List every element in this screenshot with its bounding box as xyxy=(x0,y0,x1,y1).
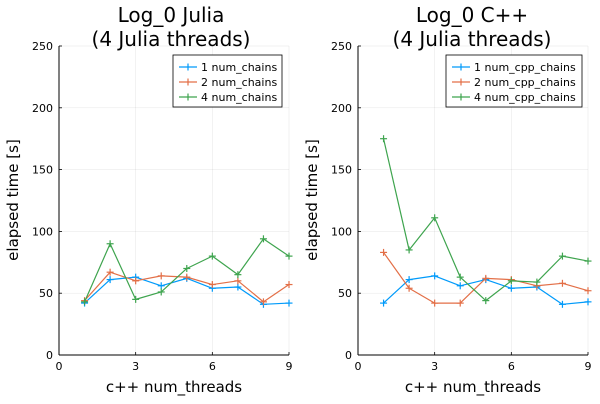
legend-entry-3: 4 num_chains xyxy=(201,91,277,104)
data-point xyxy=(456,273,464,281)
data-point xyxy=(507,284,515,292)
data-point xyxy=(584,257,592,265)
legend-entry-1: 1 num_chains xyxy=(201,61,277,74)
y-tick-label: 0 xyxy=(345,349,352,362)
chart-title-line-2: (4 Julia threads) xyxy=(92,27,251,51)
y-tick-label: 200 xyxy=(331,102,352,115)
x-axis-label: c++ num_threads xyxy=(106,378,242,397)
x-tick-label: 6 xyxy=(209,360,216,373)
y-tick-label: 200 xyxy=(32,102,53,115)
x-tick-label: 0 xyxy=(355,360,362,373)
legend-entry-2: 2 num_cpp_chains xyxy=(474,76,576,89)
data-point xyxy=(405,276,413,284)
y-tick-label: 150 xyxy=(331,164,352,177)
data-point xyxy=(234,271,242,279)
y-tick-label: 150 xyxy=(32,164,53,177)
legend-entry-1: 1 num_cpp_chains xyxy=(474,61,576,74)
data-point xyxy=(533,278,541,286)
data-point xyxy=(106,240,114,248)
data-point xyxy=(208,281,216,289)
data-point xyxy=(584,287,592,295)
x-tick-label: 9 xyxy=(585,360,592,373)
y-tick-label: 100 xyxy=(331,225,352,238)
legend-entry-2: 2 num_chains xyxy=(201,76,277,89)
data-point xyxy=(456,282,464,290)
x-tick-label: 9 xyxy=(286,360,293,373)
legend-box xyxy=(445,54,583,108)
y-tick-label: 100 xyxy=(32,225,53,238)
y-tick-label: 50 xyxy=(39,287,53,300)
data-point xyxy=(106,276,114,284)
data-point xyxy=(208,252,216,260)
data-point xyxy=(380,135,388,143)
y-tick-label: 0 xyxy=(46,349,53,362)
data-point xyxy=(285,281,293,289)
data-point xyxy=(106,268,114,276)
y-axis-label: elapsed time [s] xyxy=(303,139,321,261)
chart-panel-cpp: 0 3 6 9 0 50 100 150 200 250 Log_0 C++(4 Julia thr… xyxy=(303,3,592,397)
x-tick-label: 3 xyxy=(431,360,438,373)
data-point xyxy=(431,299,439,307)
y-axis-label: elapsed time [s] xyxy=(4,139,22,261)
data-point xyxy=(558,279,566,287)
data-point xyxy=(259,235,267,243)
data-point xyxy=(183,273,191,281)
data-point xyxy=(132,295,140,303)
data-point xyxy=(234,277,242,285)
data-point xyxy=(405,284,413,292)
data-point xyxy=(81,298,89,306)
y-tick-label: 250 xyxy=(331,40,352,53)
data-point xyxy=(482,274,490,282)
data-point xyxy=(482,297,490,305)
data-point xyxy=(405,246,413,254)
data-point xyxy=(380,248,388,256)
legend-box xyxy=(172,54,283,108)
data-point xyxy=(234,283,242,291)
y-tick-label: 250 xyxy=(32,40,53,53)
data-point xyxy=(507,277,515,285)
data-point xyxy=(157,288,165,296)
legend-entry-3: 4 num_cpp_chains xyxy=(474,91,576,104)
data-point xyxy=(259,298,267,306)
data-point xyxy=(183,264,191,272)
data-point xyxy=(456,299,464,307)
chart-panel-julia: 0 3 6 9 0 50 100 150 200 250 Log_0 Julia(4 Julia t… xyxy=(4,3,293,397)
x-axis-label: c++ num_threads xyxy=(405,378,541,397)
x-tick-label: 3 xyxy=(132,360,139,373)
data-point xyxy=(380,299,388,307)
y-tick-label: 50 xyxy=(338,287,352,300)
data-point xyxy=(584,298,592,306)
data-point xyxy=(431,272,439,280)
data-point xyxy=(285,299,293,307)
chart-title-line-1: Log_0 C++ xyxy=(416,3,528,27)
data-point xyxy=(157,282,165,290)
x-tick-label: 6 xyxy=(508,360,515,373)
data-point xyxy=(431,214,439,222)
data-point xyxy=(132,277,140,285)
chart-title-line-2: (4 Julia threads) xyxy=(393,27,552,51)
data-point xyxy=(157,272,165,280)
x-tick-label: 0 xyxy=(56,360,63,373)
chart-title-line-1: Log_0 Julia xyxy=(118,3,225,27)
data-point xyxy=(558,252,566,260)
data-point xyxy=(285,252,293,260)
data-point xyxy=(558,300,566,308)
